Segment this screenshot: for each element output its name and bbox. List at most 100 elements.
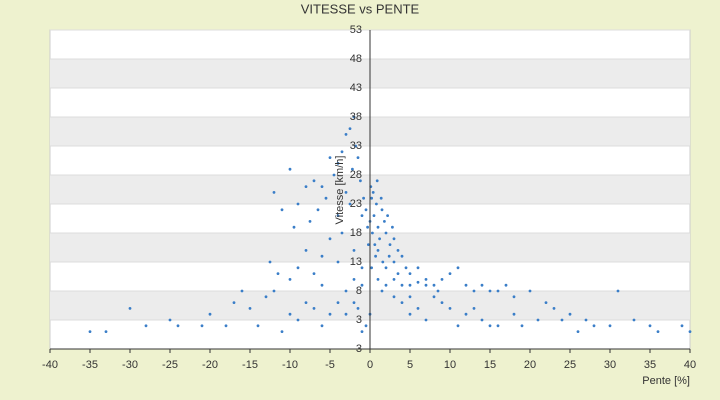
point bbox=[632, 318, 636, 322]
point bbox=[256, 324, 260, 328]
point bbox=[168, 318, 172, 322]
point bbox=[680, 324, 684, 328]
chart-title: VITESSE vs PENTE bbox=[301, 1, 420, 16]
point bbox=[379, 196, 383, 200]
point bbox=[288, 167, 292, 171]
point bbox=[472, 289, 476, 293]
point bbox=[436, 289, 440, 293]
point bbox=[616, 289, 620, 293]
point bbox=[370, 266, 373, 270]
point bbox=[584, 318, 588, 322]
point bbox=[400, 301, 404, 304]
point bbox=[312, 307, 316, 310]
point bbox=[384, 283, 388, 287]
point bbox=[448, 272, 452, 275]
point bbox=[388, 243, 392, 247]
x-tick-label: 5 bbox=[407, 359, 413, 371]
point bbox=[512, 312, 516, 316]
point bbox=[351, 167, 354, 171]
point bbox=[268, 260, 272, 264]
point bbox=[387, 254, 391, 258]
point bbox=[128, 307, 132, 310]
x-tick-label: 0 bbox=[367, 359, 373, 371]
point bbox=[280, 208, 284, 212]
point bbox=[396, 249, 400, 252]
x-axis-label: Pente [%] bbox=[642, 375, 690, 387]
x-tick-label: -35 bbox=[82, 359, 98, 371]
point bbox=[424, 283, 428, 287]
point bbox=[408, 312, 412, 316]
point bbox=[176, 324, 180, 328]
x-tick-label: -25 bbox=[162, 359, 178, 371]
point bbox=[344, 133, 348, 136]
point bbox=[392, 237, 396, 241]
point bbox=[354, 144, 357, 148]
x-tick-label: 20 bbox=[524, 359, 536, 371]
point bbox=[392, 278, 396, 281]
point bbox=[352, 301, 356, 304]
point bbox=[416, 307, 420, 310]
point bbox=[316, 208, 320, 212]
point bbox=[340, 150, 344, 154]
point bbox=[528, 289, 532, 293]
point bbox=[424, 318, 428, 322]
x-tick-label: -40 bbox=[42, 359, 58, 371]
point bbox=[656, 330, 660, 333]
point bbox=[496, 324, 500, 328]
point bbox=[320, 283, 324, 287]
point bbox=[576, 330, 580, 333]
point bbox=[381, 260, 385, 264]
point bbox=[304, 185, 308, 189]
point bbox=[480, 283, 484, 287]
point bbox=[328, 156, 332, 160]
point bbox=[280, 330, 284, 333]
point bbox=[296, 202, 300, 206]
point bbox=[104, 330, 108, 333]
point bbox=[391, 225, 394, 229]
y-tick-label: 33 bbox=[350, 140, 362, 152]
point bbox=[392, 260, 396, 264]
point bbox=[320, 254, 324, 258]
point bbox=[380, 289, 384, 293]
y-tick-label: 18 bbox=[350, 227, 362, 239]
point bbox=[396, 272, 400, 275]
y-tick-label: 43 bbox=[350, 82, 362, 94]
point bbox=[464, 312, 468, 316]
point bbox=[304, 249, 308, 252]
point bbox=[480, 318, 484, 322]
point bbox=[384, 266, 388, 270]
point bbox=[288, 312, 292, 316]
point bbox=[488, 289, 492, 293]
point bbox=[352, 278, 356, 281]
point bbox=[360, 330, 364, 333]
point bbox=[424, 278, 428, 281]
point bbox=[568, 312, 572, 316]
x-tick-label: -30 bbox=[122, 359, 138, 371]
point bbox=[348, 202, 352, 206]
point bbox=[440, 301, 444, 304]
point bbox=[408, 272, 412, 275]
point bbox=[328, 312, 332, 316]
point bbox=[208, 312, 212, 316]
x-tick-label: -20 bbox=[202, 359, 218, 371]
point bbox=[320, 185, 324, 189]
point bbox=[336, 214, 340, 218]
point bbox=[560, 318, 564, 322]
point bbox=[367, 243, 370, 247]
point bbox=[504, 283, 508, 287]
point bbox=[592, 324, 596, 328]
point bbox=[292, 225, 296, 229]
point bbox=[383, 220, 386, 223]
point bbox=[608, 324, 612, 328]
point bbox=[224, 324, 228, 328]
points bbox=[88, 115, 692, 333]
point bbox=[400, 254, 404, 258]
point bbox=[373, 243, 377, 247]
point bbox=[344, 191, 348, 194]
point bbox=[312, 272, 316, 275]
x-tick-label: 10 bbox=[444, 359, 456, 371]
point bbox=[144, 324, 148, 328]
point bbox=[296, 266, 300, 270]
point bbox=[370, 196, 373, 200]
point bbox=[232, 301, 236, 304]
